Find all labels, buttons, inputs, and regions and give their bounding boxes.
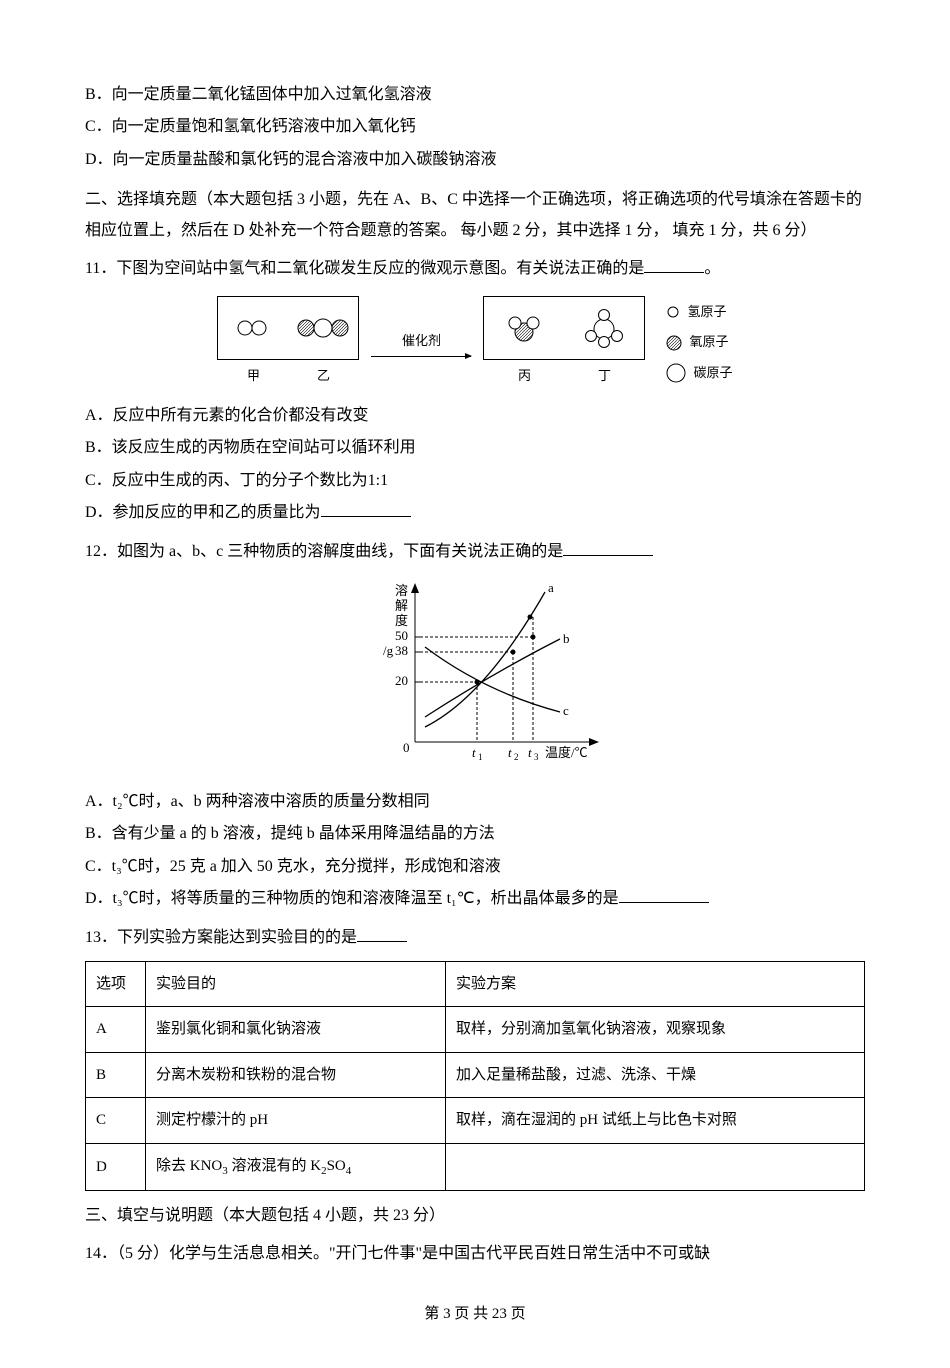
table-row: C 测定柠檬汁的 pH 取样，滴在湿润的 pH 试纸上与比色卡对照 xyxy=(86,1098,865,1144)
pre-option-b: B．向一定质量二氧化锰固体中加入过氧化氢溶液 xyxy=(85,80,865,110)
q11-a: A．反应中所有元素的化合价都没有改变 xyxy=(85,401,865,431)
svg-text:溶: 溶 xyxy=(395,583,408,598)
q12-c: C．t₃℃时，25 克 a 加入 50 克水，充分搅拌，形成饱和溶液 xyxy=(85,852,865,882)
svg-text:c: c xyxy=(563,703,569,718)
q12-b: B．含有少量 a 的 b 溶液，提纯 b 晶体采用降温结晶的方法 xyxy=(85,819,865,849)
oxygen-atom-icon xyxy=(665,334,683,352)
svg-text:38: 38 xyxy=(395,643,408,658)
svg-text:2: 2 xyxy=(514,752,519,762)
molecule-ding-icon xyxy=(582,308,626,348)
svg-text:t: t xyxy=(508,745,512,760)
q12-d-text: D．t₃℃时，将等质量的三种物质的饱和溶液降温至 t₁℃，析出晶体最多的是 xyxy=(85,890,619,907)
q12-stem: 12．如图为 a、b、c 三种物质的溶解度曲线，下面有关说法正确的是 xyxy=(85,537,865,567)
legend-h: 氢原子 xyxy=(687,300,726,325)
q11-blank xyxy=(644,272,704,273)
svg-text:50: 50 xyxy=(395,628,408,643)
molecule-jia-icon xyxy=(235,318,271,338)
q13-stem: 13．下列实验方案能达到实验目的的是 xyxy=(85,923,865,953)
q13-stem-text: 13．下列实验方案能达到实验目的的是 xyxy=(85,929,357,946)
cell-d-purpose: 除去 KNO3 溶液混有的 K2SO4 xyxy=(146,1143,446,1190)
svg-text:度: 度 xyxy=(395,613,408,628)
q12-d: D．t₃℃时，将等质量的三种物质的饱和溶液降温至 t₁℃，析出晶体最多的是 xyxy=(85,884,865,914)
q11-d-blank xyxy=(321,516,411,517)
q12-stem-text: 12．如图为 a、b、c 三种物质的溶解度曲线，下面有关说法正确的是 xyxy=(85,543,563,560)
q13-table: 选项 实验目的 实验方案 A 鉴别氯化铜和氯化钠溶液 取样，分别滴加氢氧化钠溶液… xyxy=(85,961,865,1191)
molecule-bing-icon xyxy=(504,312,544,344)
table-row: B 分离木炭粉和铁粉的混合物 加入足量稀盐酸，过滤、洗涤、干燥 xyxy=(86,1052,865,1098)
q12-blank xyxy=(563,555,653,556)
solubility-chart-icon: 溶 解 度 50 /g 38 20 0 a b c t1 t2 t3 温度/℃ xyxy=(335,577,615,777)
q11-label-ding: 丁 xyxy=(564,364,644,389)
cell-c-purpose: 测定柠檬汁的 pH xyxy=(146,1098,446,1144)
q11-arrow-label: 催化剂 xyxy=(402,329,441,354)
legend-o: 氧原子 xyxy=(689,330,728,355)
svg-text:1: 1 xyxy=(478,752,483,762)
q11-stem: 11．下图为空间站中氢气和二氧化碳发生反应的微观示意图。有关说法正确的是 。 xyxy=(85,254,865,284)
q11-d-text: D．参加反应的甲和乙的质量比为 xyxy=(85,504,321,521)
q13-blank xyxy=(357,941,407,942)
q11-label-yi: 乙 xyxy=(288,364,358,389)
th-purpose: 实验目的 xyxy=(146,961,446,1007)
section-2-header: 二、选择填充题（本大题包括 3 小题，先在 A、B、C 中选择一个正确选项，将正… xyxy=(85,185,865,246)
page-footer: 第 3 页 共 23 页 xyxy=(85,1300,865,1329)
pre-option-d: D．向一定质量盐酸和氯化钙的混合溶液中加入碳酸钠溶液 xyxy=(85,145,865,175)
th-scheme: 实验方案 xyxy=(446,961,865,1007)
q11-label-jia: 甲 xyxy=(218,364,288,389)
svg-text:b: b xyxy=(563,631,570,646)
q11-legend: 氢原子 氧原子 碳原子 xyxy=(665,300,732,386)
table-row: D 除去 KNO3 溶液混有的 K2SO4 xyxy=(86,1143,865,1190)
table-header-row: 选项 实验目的 实验方案 xyxy=(86,961,865,1007)
carbon-atom-icon xyxy=(665,362,687,384)
cell-a-opt: A xyxy=(86,1007,146,1053)
svg-text:a: a xyxy=(548,580,554,595)
q11-d: D．参加反应的甲和乙的质量比为 xyxy=(85,498,865,528)
q11-stem-text: 11．下图为空间站中氢气和二氧化碳发生反应的微观示意图。有关说法正确的是 xyxy=(85,260,644,277)
svg-text:温度/℃: 温度/℃ xyxy=(545,745,588,760)
svg-text:0: 0 xyxy=(403,740,410,755)
cell-c-scheme: 取样，滴在湿润的 pH 试纸上与比色卡对照 xyxy=(446,1098,865,1144)
svg-text:/g: /g xyxy=(383,643,394,658)
hydrogen-atom-icon xyxy=(665,304,681,320)
svg-text:20: 20 xyxy=(395,673,408,688)
q14-stem: 14．（5 分）化学与生活息息相关。"开门七件事"是中国古代平民百姓日常生活中不… xyxy=(85,1239,865,1269)
cell-b-purpose: 分离木炭粉和铁粉的混合物 xyxy=(146,1052,446,1098)
q11-c: C．反应中生成的丙、丁的分子个数比为1:1 xyxy=(85,466,865,496)
cell-a-purpose: 鉴别氯化铜和氯化钠溶液 xyxy=(146,1007,446,1053)
pre-option-c: C．向一定质量饱和氢氧化钙溶液中加入氧化钙 xyxy=(85,112,865,142)
cell-a-scheme: 取样，分别滴加氢氧化钠溶液，观察现象 xyxy=(446,1007,865,1053)
legend-c: 碳原子 xyxy=(693,361,732,386)
svg-text:3: 3 xyxy=(534,752,539,762)
th-option: 选项 xyxy=(86,961,146,1007)
q12-d-blank xyxy=(619,902,709,903)
cell-d-opt: D xyxy=(86,1143,146,1190)
svg-text:t: t xyxy=(528,745,532,760)
q11-diagram: 甲 乙 催化剂 xyxy=(85,296,865,389)
svg-text:t: t xyxy=(472,745,476,760)
q11-stem-post: 。 xyxy=(704,260,720,277)
section-3-header: 三、填空与说明题（本大题包括 4 小题，共 23 分） xyxy=(85,1201,865,1231)
molecule-yi-icon xyxy=(296,317,350,339)
q11-arrow: 催化剂 xyxy=(371,329,471,357)
cell-d-scheme xyxy=(446,1143,865,1190)
cell-c-opt: C xyxy=(86,1098,146,1144)
q11-b: B．该反应生成的丙物质在空间站可以循环利用 xyxy=(85,433,865,463)
q11-label-bing: 丙 xyxy=(484,364,564,389)
q12-chart: 溶 解 度 50 /g 38 20 0 a b c t1 t2 t3 温度/℃ xyxy=(85,577,865,777)
q12-a: A．t₂℃时，a、b 两种溶液中溶质的质量分数相同 xyxy=(85,787,865,817)
cell-b-scheme: 加入足量稀盐酸，过滤、洗涤、干燥 xyxy=(446,1052,865,1098)
svg-text:解: 解 xyxy=(395,598,408,613)
table-row: A 鉴别氯化铜和氯化钠溶液 取样，分别滴加氢氧化钠溶液，观察现象 xyxy=(86,1007,865,1053)
cell-b-opt: B xyxy=(86,1052,146,1098)
